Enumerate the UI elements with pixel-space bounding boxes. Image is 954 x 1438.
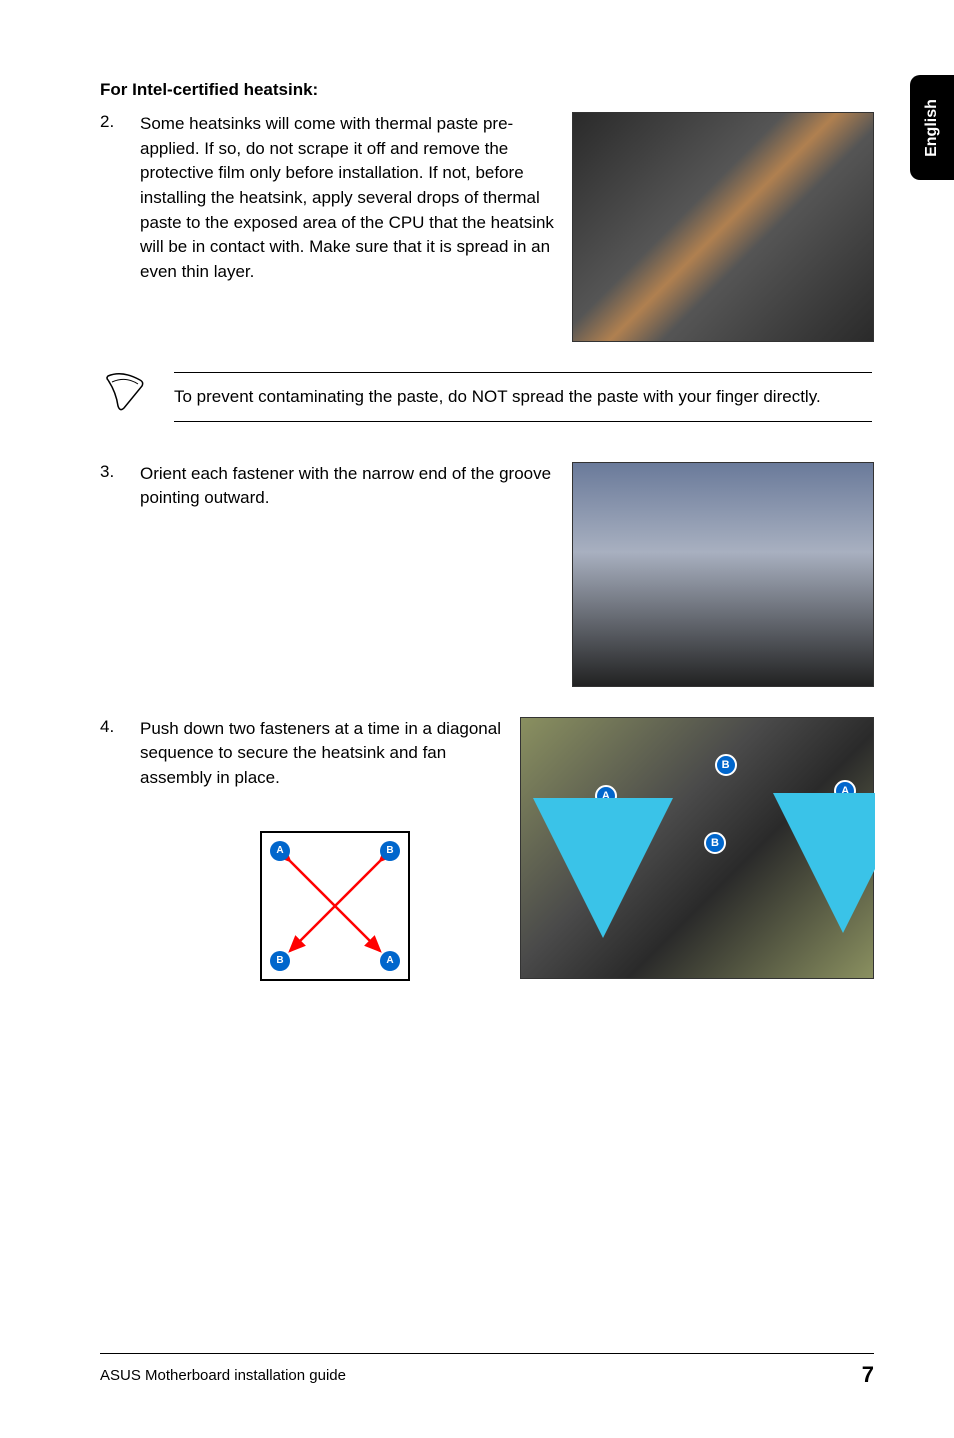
footer-title: ASUS Motherboard installation guide bbox=[100, 1367, 346, 1384]
section-title: For Intel-certified heatsink: bbox=[100, 80, 874, 100]
note-text: To prevent contaminating the paste, do N… bbox=[174, 387, 821, 406]
diagram-corner-a-tl: A bbox=[270, 841, 290, 861]
diagram-corner-b-tr: B bbox=[380, 841, 400, 861]
language-tab: English bbox=[910, 75, 954, 180]
footer-page-number: 7 bbox=[862, 1362, 874, 1388]
step-4-number: 4. bbox=[100, 717, 130, 981]
diagram-corner-b-bl: B bbox=[270, 951, 290, 971]
step-2: 2. Some heatsinks will come with thermal… bbox=[100, 112, 874, 342]
note-callout: To prevent contaminating the paste, do N… bbox=[100, 372, 874, 422]
step-4: 4. Push down two fasteners at a time in … bbox=[100, 717, 874, 981]
step-3: 3. Orient each fastener with the narrow … bbox=[100, 462, 874, 687]
step-3-text: Orient each fastener with the narrow end… bbox=[140, 462, 554, 511]
diagram-corner-a-br: A bbox=[380, 951, 400, 971]
step-3-number: 3. bbox=[100, 462, 130, 687]
step-4-text: Push down two fasteners at a time in a d… bbox=[140, 717, 502, 791]
step-4-image: B A A B bbox=[520, 717, 874, 979]
step-3-image bbox=[572, 462, 874, 687]
language-label: English bbox=[923, 99, 941, 157]
note-icon bbox=[102, 372, 150, 412]
step-2-text: Some heatsinks will come with thermal pa… bbox=[140, 112, 554, 284]
step-2-number: 2. bbox=[100, 112, 130, 342]
photo4-arrows bbox=[521, 718, 875, 980]
page-footer: ASUS Motherboard installation guide 7 bbox=[100, 1353, 874, 1388]
fastener-diagram: A B B A bbox=[260, 831, 410, 981]
step-2-image bbox=[572, 112, 874, 342]
